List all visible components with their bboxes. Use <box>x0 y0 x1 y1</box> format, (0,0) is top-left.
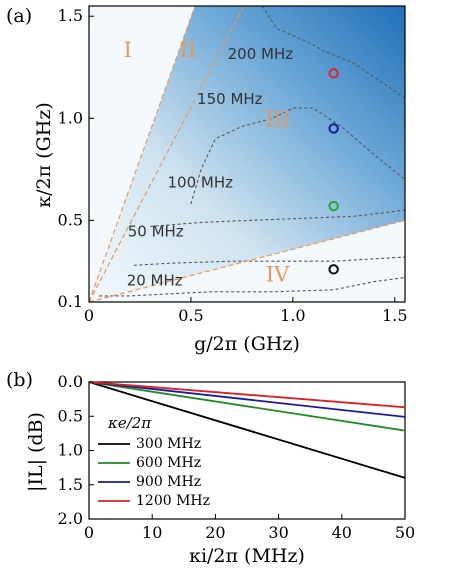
legend-entry: 600 MHz <box>136 455 201 471</box>
contour-label: 150 MHz <box>197 90 263 108</box>
panel-b-legend: κe/2π 300 MHz 600 MHz 900 MHz 1200 MHz <box>98 414 210 509</box>
series-line <box>88 381 406 432</box>
contour-label: 200 MHz <box>228 45 294 63</box>
panel-b-y-axis-label: |IL| (dB) <box>25 412 47 492</box>
region-boundaries <box>89 6 405 302</box>
contour-labels: 20 MHz 50 MHz 100 MHz 150 MHz 200 MHz <box>127 45 294 290</box>
region-label: IV <box>266 263 290 287</box>
contour-label: 20 MHz <box>127 272 183 290</box>
panel-a-y-axis-label: κ/2π (GHz) <box>33 102 55 207</box>
x-tick-label: 30 <box>268 523 288 542</box>
panel-a-heatmap <box>89 6 405 302</box>
circle-markers <box>328 68 339 275</box>
x-tick-label: 1.0 <box>280 306 305 325</box>
panel-a-label: (a) <box>6 5 32 27</box>
series-line <box>88 381 406 479</box>
panel-a-y-ticks: 0.1 0.5 1.0 1.5 <box>58 6 94 311</box>
circle-marker <box>328 123 339 134</box>
x-tick-label: 50 <box>395 523 415 542</box>
y-tick-label: 1.0 <box>58 441 83 460</box>
legend-title: κe/2π <box>107 414 152 432</box>
x-tick-label: 0 <box>84 306 94 325</box>
x-tick-label: 0 <box>84 523 94 542</box>
legend-entry: 1200 MHz <box>136 493 210 509</box>
y-tick-label: 0.5 <box>58 406 83 425</box>
x-tick-label: 10 <box>142 523 162 542</box>
legend-entry: 300 MHz <box>136 436 201 452</box>
panel-b-x-axis-label: κi/2π (MHz) <box>189 545 305 567</box>
contour-label: 50 MHz <box>128 223 184 241</box>
x-tick-label: 0.5 <box>178 306 203 325</box>
panel-a-x-ticks: 0 0.5 1.0 1.5 <box>84 297 408 325</box>
y-tick-label: 1.0 <box>58 108 83 127</box>
circle-marker <box>328 200 339 212</box>
circle-marker <box>328 68 339 79</box>
region-label: II <box>180 38 197 62</box>
region-label: III <box>265 107 290 131</box>
region-boundary-line <box>89 219 405 302</box>
panel-b-y-ticks: 0.0 0.5 1.0 1.5 2.0 <box>58 372 94 528</box>
series-line <box>88 381 406 418</box>
contour-line <box>150 209 405 228</box>
contour-label: 100 MHz <box>167 174 233 192</box>
panel-b-series <box>88 381 406 479</box>
panel-b-plot: 0 10 20 30 40 50 0.0 0.5 1.0 1.5 2.0 κe/2π 300 MH… <box>58 372 416 542</box>
x-tick-label: 40 <box>332 523 352 542</box>
region-boundary-line <box>89 6 196 302</box>
panel-a-x-axis-label: g/2π (GHz) <box>194 333 300 355</box>
legend-entry: 900 MHz <box>136 474 201 490</box>
region-label: I <box>124 38 132 62</box>
series-line <box>88 381 406 409</box>
circle-marker <box>328 264 339 275</box>
x-tick-label: 20 <box>205 523 225 542</box>
contour-line <box>261 6 405 99</box>
y-tick-label: 0.1 <box>58 292 83 311</box>
contour-lines <box>99 6 405 297</box>
y-tick-label: 0.5 <box>58 210 83 229</box>
panel-b-x-ticks: 0 10 20 30 40 50 <box>84 514 415 542</box>
panel-b-label: (b) <box>6 369 33 391</box>
panel-b-frame <box>88 381 406 520</box>
heatmap-field <box>89 6 405 302</box>
contour-line <box>133 256 405 266</box>
y-tick-label: 2.0 <box>58 509 83 528</box>
panel-a-frame <box>88 5 406 303</box>
y-tick-label: 1.5 <box>58 6 83 25</box>
y-tick-label: 1.5 <box>58 475 83 494</box>
y-tick-label: 0.0 <box>58 372 83 391</box>
x-tick-label: 1.5 <box>382 306 407 325</box>
